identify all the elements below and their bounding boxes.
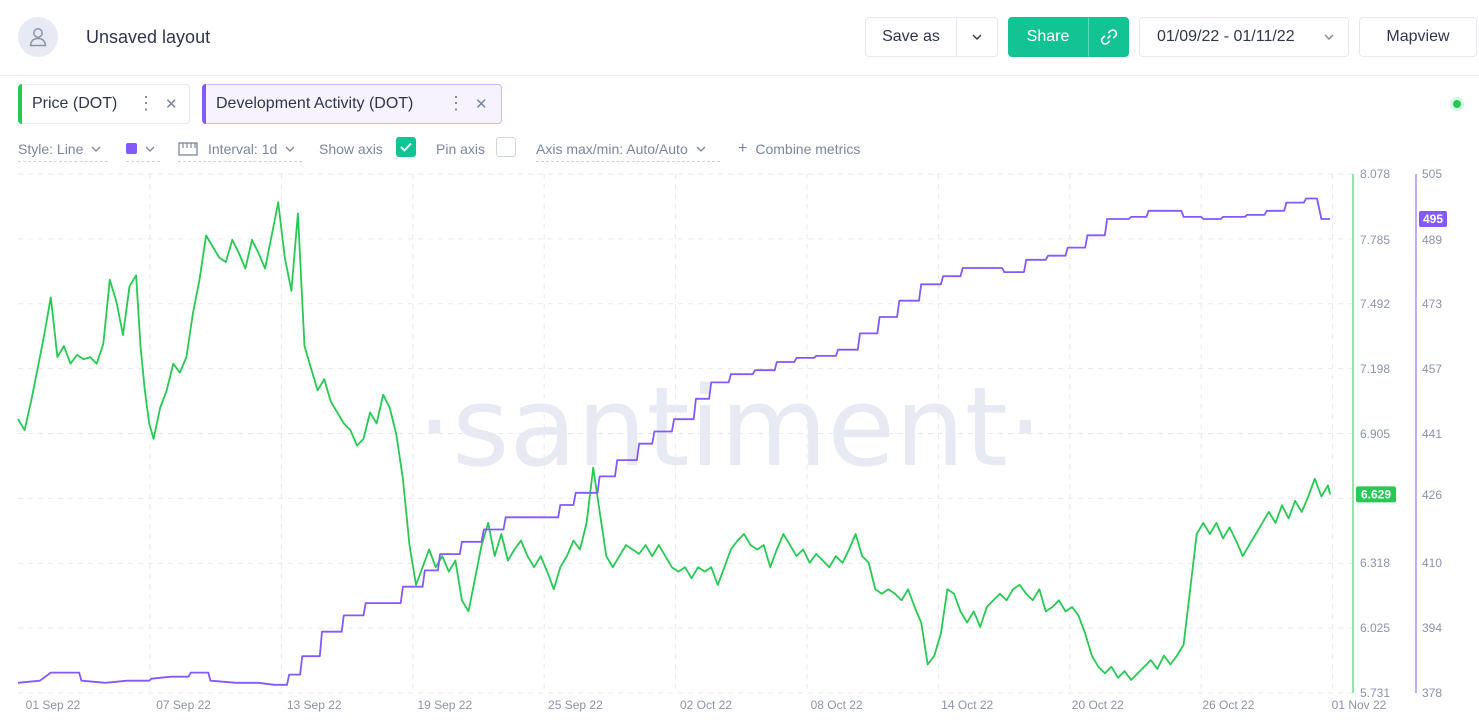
more-options-icon[interactable]: ⋮: [137, 93, 155, 113]
close-icon[interactable]: ✕: [165, 96, 178, 113]
date-range-picker[interactable]: 01/09/22 - 01/11/22: [1139, 17, 1349, 57]
metric-chip-price[interactable]: Price (DOT) ⋮ ✕: [18, 84, 190, 124]
interval-select[interactable]: Interval: 1d: [178, 138, 302, 162]
price-current-badge: [1356, 486, 1396, 503]
layout-title[interactable]: Unsaved layout: [86, 27, 211, 47]
mapview-button[interactable]: Mapview: [1359, 17, 1477, 57]
axis-maxmin-select[interactable]: Axis max/min: Auto/Auto: [536, 138, 720, 162]
live-status-indicator: [1450, 97, 1464, 111]
price-axis-tick: 6.905: [1360, 427, 1390, 441]
x-tick-label: 14 Oct 22: [941, 698, 993, 712]
chevron-down-icon: [696, 146, 706, 152]
metric-label: Price (DOT): [32, 95, 118, 112]
price-dev-activity-chart[interactable]: ·santiment· 01 Sep 22 07 Sep 22 13 Sep 22 19…: [0, 160, 1479, 721]
show-axis-toggle[interactable]: Show axis: [319, 138, 417, 162]
x-tick-label: 08 Oct 22: [811, 698, 863, 712]
chevron-down-icon: [285, 146, 295, 152]
price-series-line: [17, 201, 1331, 681]
checkmark-icon: [400, 142, 412, 152]
pin-axis-toggle[interactable]: Pin axis: [436, 138, 516, 162]
style-select[interactable]: Style: Line: [18, 138, 108, 162]
top-bar: Unsaved layout Save as Share 01/09/22 - …: [0, 0, 1479, 76]
color-swatch: [126, 143, 137, 154]
dev-axis-tick: 457: [1422, 362, 1442, 376]
share-button[interactable]: Share: [1008, 17, 1088, 57]
link-icon: [1100, 29, 1117, 45]
chevron-down-icon: [1324, 34, 1334, 40]
style-label: Style: Line: [18, 140, 84, 157]
dev-axis-tick: 394: [1422, 621, 1442, 635]
x-tick-label: 19 Sep 22: [417, 698, 472, 712]
show-axis-label: Show axis: [319, 141, 383, 157]
chevron-down-icon: [972, 34, 982, 40]
color-select[interactable]: [126, 138, 160, 162]
dev-axis-tick: 441: [1422, 427, 1442, 441]
pin-axis-checkbox[interactable]: [496, 137, 516, 157]
close-icon[interactable]: ✕: [475, 96, 488, 113]
x-tick-label: 01 Nov 22: [1332, 698, 1387, 712]
combine-metrics-button[interactable]: + Combine metrics: [738, 138, 874, 162]
price-axis-tick: 7.198: [1360, 362, 1390, 376]
dev-axis-tick: 505: [1422, 167, 1442, 181]
chevron-down-icon: [145, 146, 155, 152]
date-range-value: 01/09/22 - 01/11/22: [1157, 28, 1295, 45]
x-tick-label: 25 Sep 22: [548, 698, 603, 712]
dev-current-badge: [1419, 210, 1447, 227]
dev-activity-series-line: [17, 197, 1331, 686]
x-tick-label: 07 Sep 22: [156, 698, 211, 712]
chevron-down-icon: [91, 146, 101, 152]
price-current-value: 6.629: [1361, 487, 1391, 501]
axis-maxmin-label: Axis max/min: Auto/Auto: [536, 140, 688, 157]
combine-metrics-label: Combine metrics: [755, 141, 861, 157]
interval-icon: [178, 141, 198, 156]
x-tick-label: 20 Oct 22: [1072, 698, 1124, 712]
price-axis-tick: 6.318: [1360, 556, 1390, 570]
price-axis-tick: 5.731: [1360, 686, 1390, 700]
dev-axis-tick: 410: [1422, 556, 1442, 570]
price-axis-tick: 7.785: [1360, 233, 1390, 247]
price-axis-tick: 8.078: [1360, 167, 1390, 181]
save-as-dropdown-button[interactable]: [956, 17, 998, 57]
x-tick-label: 13 Sep 22: [287, 698, 342, 712]
metric-color-bar: [202, 84, 206, 124]
metric-chip-dev-activity[interactable]: Development Activity (DOT) ⋮ ✕: [202, 84, 502, 124]
show-axis-checkbox[interactable]: [396, 137, 416, 157]
dev-axis-tick: 489: [1422, 233, 1442, 247]
santiment-watermark: ·santiment·: [417, 363, 1043, 491]
price-axis-tick: 6.025: [1360, 621, 1390, 635]
price-axis-tick: 7.492: [1360, 297, 1390, 311]
dev-current-value: 495: [1423, 212, 1443, 226]
x-tick-label: 01 Sep 22: [26, 698, 81, 712]
copy-link-button[interactable]: [1088, 17, 1129, 57]
x-tick-label: 02 Oct 22: [680, 698, 732, 712]
dev-axis-tick: 473: [1422, 297, 1442, 311]
dev-axis-tick: 426: [1422, 488, 1442, 502]
metric-color-bar: [18, 84, 22, 124]
interval-label: Interval: 1d: [208, 140, 278, 157]
pin-axis-label: Pin axis: [436, 141, 486, 157]
metric-label: Development Activity (DOT): [216, 95, 414, 112]
more-options-icon[interactable]: ⋮: [447, 93, 465, 113]
save-as-button[interactable]: Save as: [865, 17, 957, 57]
plus-icon: +: [738, 140, 748, 157]
dev-axis-tick: 378: [1422, 686, 1442, 700]
user-avatar[interactable]: [18, 17, 58, 57]
user-icon: [29, 28, 47, 47]
x-tick-label: 26 Oct 22: [1202, 698, 1254, 712]
